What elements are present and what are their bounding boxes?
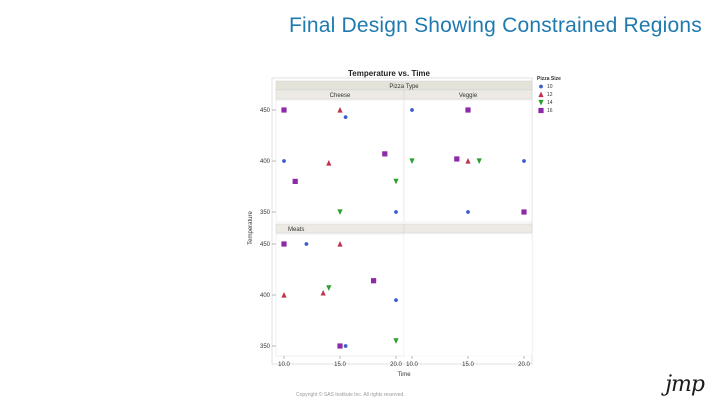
x-tick-label: 20.0 (518, 362, 530, 368)
data-point (326, 160, 332, 166)
data-point (454, 156, 460, 162)
x-tick-label: 15.0 (334, 362, 346, 368)
data-point (465, 158, 471, 164)
data-point (281, 292, 287, 298)
panel-strip-empty (403, 223, 533, 234)
data-point (466, 210, 470, 214)
data-point (282, 159, 286, 163)
data-point (304, 242, 309, 246)
x-tick-label: 15.0 (462, 362, 474, 368)
x-tick-label: 10.0 (278, 362, 290, 368)
data-point (337, 107, 343, 113)
y-tick-label: 450 (260, 108, 271, 114)
data-point (371, 278, 377, 284)
legend-marker (539, 84, 543, 89)
jmp-logo: jmp (665, 372, 705, 397)
legend-entry-label: 12 (547, 92, 553, 98)
data-point (393, 178, 399, 185)
legend-entry-label: 14 (547, 100, 553, 106)
legend-marker (538, 107, 544, 114)
data-point (409, 158, 415, 164)
legend-entry-label: 10 (547, 84, 553, 90)
data-point (382, 151, 388, 157)
data-point (394, 210, 398, 214)
data-point (393, 338, 399, 344)
copyright-text: Copyright © SAS Institute Inc. All right… (296, 392, 405, 398)
data-point (337, 241, 343, 247)
data-point (343, 344, 348, 348)
data-point (476, 158, 482, 164)
panel-cheese (275, 99, 405, 223)
legend-title: Pizza Size (537, 76, 561, 82)
data-point (337, 343, 343, 349)
panel-label-veggie: Veggie (459, 93, 478, 99)
x-axis-label: Time (397, 372, 411, 378)
panel-label-cheese: Cheese (330, 93, 351, 99)
data-point (281, 107, 287, 113)
y-tick-label: 450 (260, 242, 271, 248)
panel-empty (403, 233, 533, 357)
y-axis-label: Temperature (248, 210, 254, 244)
chart-title: Temperature vs. Time (348, 69, 431, 78)
column-group-label: Pizza Type (389, 84, 419, 90)
slide-title: Final Design Showing Constrained Regions (288, 14, 702, 37)
legend-entry-label: 16 (547, 108, 553, 114)
data-point (410, 108, 414, 112)
panel-meats (275, 233, 405, 357)
y-tick-label: 350 (260, 210, 271, 216)
legend-marker (538, 99, 544, 106)
panel-label-meats: Meats (288, 227, 304, 233)
data-point (292, 178, 298, 184)
legend-marker (538, 91, 544, 98)
y-tick-label: 400 (260, 293, 271, 299)
data-point (320, 289, 326, 296)
x-tick-label: 10.0 (406, 362, 418, 368)
data-point (337, 209, 343, 215)
data-point (343, 115, 348, 120)
data-point (326, 285, 332, 291)
y-tick-label: 400 (260, 159, 271, 165)
data-point (522, 159, 526, 163)
data-point (521, 209, 527, 215)
x-tick-label: 20.0 (390, 362, 402, 368)
y-tick-label: 350 (260, 344, 271, 350)
data-point (465, 107, 471, 113)
panel-strip-veggie (403, 89, 533, 100)
data-point (281, 241, 287, 247)
data-point (394, 298, 398, 302)
